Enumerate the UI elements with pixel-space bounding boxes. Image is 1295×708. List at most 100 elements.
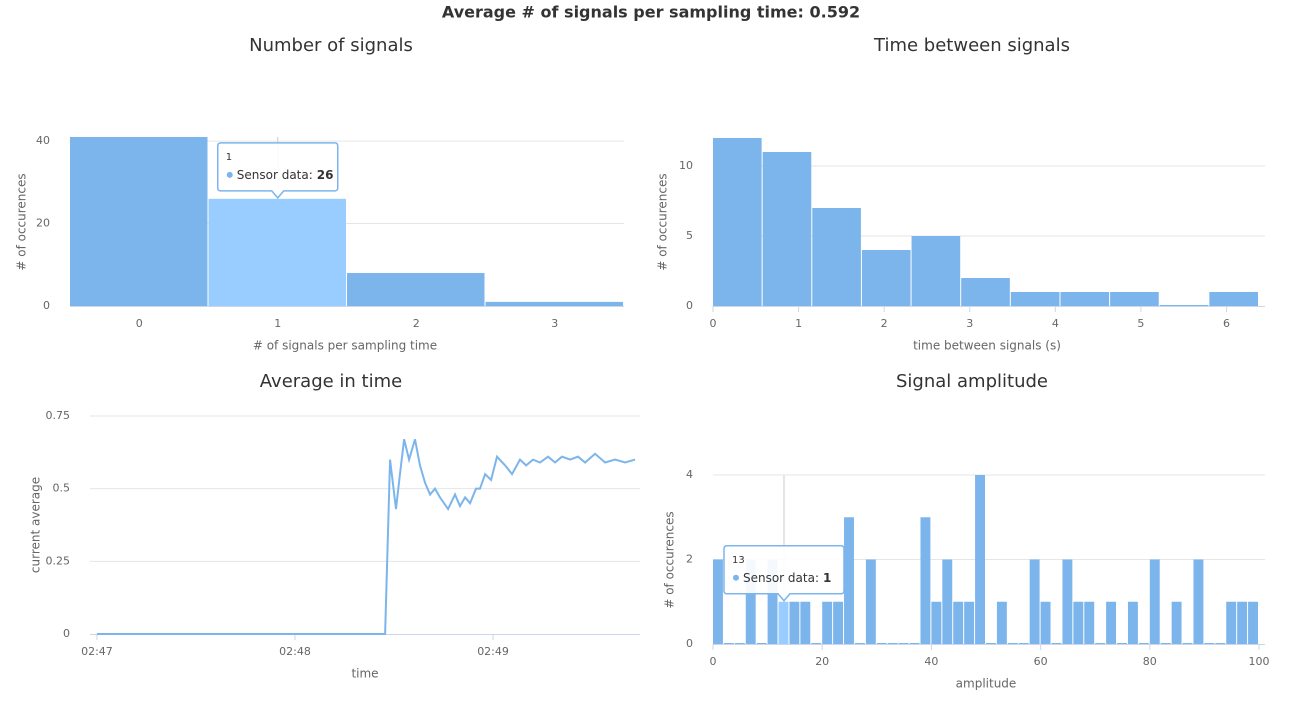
histogram-bar [909, 643, 920, 644]
x-axis-title: time between signals (s) [913, 339, 1061, 353]
histogram-bar [1193, 559, 1204, 644]
histogram-bar [1248, 601, 1258, 644]
tooltip-series: Sensor data: [237, 167, 313, 181]
histogram-bar [713, 559, 723, 644]
histogram-bar [887, 643, 898, 644]
histogram-bar [961, 278, 1010, 306]
x-tick-label: 80 [1143, 655, 1157, 668]
histogram-bar [756, 643, 767, 644]
histogram-bar [861, 250, 911, 306]
histogram-bar [723, 643, 734, 644]
histogram-bar [1007, 643, 1018, 644]
x-tick-label: 20 [815, 655, 829, 668]
x-tick-label: 02:49 [477, 645, 509, 658]
x-tick-label: 2 [881, 317, 888, 330]
y-axis-title: current average [29, 477, 43, 573]
y-tick-label: 10 [679, 159, 693, 172]
x-tick-label: 0 [136, 317, 143, 330]
tooltip: 13 Sensor data: 1 [723, 545, 845, 602]
y-axis-title: # of occurences [15, 173, 29, 270]
histogram-bar [1215, 643, 1226, 644]
y-tick-label: 0 [686, 637, 693, 650]
histogram-bar [1018, 643, 1029, 644]
line-series [96, 438, 636, 635]
x-tick-label: 6 [1223, 317, 1230, 330]
chart-title: Average in time [260, 371, 402, 392]
histogram-bar [1160, 643, 1171, 644]
histogram-bar [822, 601, 833, 644]
y-tick-label: 4 [686, 468, 693, 481]
chart-title: Number of signals [249, 35, 413, 56]
x-tick-label: 3 [966, 317, 973, 330]
x-tick-label: 100 [1249, 655, 1270, 668]
histogram-bar [1209, 292, 1259, 306]
histogram-bar [920, 517, 931, 644]
tooltip-box [217, 142, 339, 199]
page-title: Average # of signals per sampling time: … [442, 3, 860, 22]
histogram-bar [1110, 292, 1159, 306]
x-tick-label: 2 [413, 317, 420, 330]
histogram-bar [1159, 305, 1209, 306]
y-tick-label: 0.5 [53, 482, 71, 495]
histogram-bar [811, 643, 822, 644]
histogram-bar [812, 208, 861, 306]
histogram-bar [833, 601, 844, 644]
y-tick-label: 0.25 [46, 554, 71, 567]
tooltip-series: Sensor data: [743, 570, 819, 584]
y-tick-label: 0 [43, 299, 50, 312]
histogram-bar [1040, 601, 1051, 644]
histogram-bar [1138, 643, 1149, 644]
histogram-bar [1062, 559, 1073, 644]
y-axis-title: # of occurences [656, 173, 670, 270]
histogram-bar [1029, 559, 1040, 644]
x-tick-label: 5 [1137, 317, 1144, 330]
histogram-bar [942, 559, 953, 644]
chart-panel: Number of signals # of signals per sampli… [15, 35, 624, 353]
x-axis-title: # of signals per sampling time [253, 339, 437, 353]
histogram-bar [854, 643, 865, 644]
tooltip: 1 Sensor data: 26 [217, 142, 339, 199]
y-tick-label: 0.75 [46, 409, 71, 422]
histogram-bar [964, 601, 975, 644]
x-axis-title: amplitude [956, 677, 1017, 691]
tooltip-marker [226, 171, 233, 178]
tooltip-box [723, 545, 845, 602]
histogram-bar [898, 643, 909, 644]
chart-title: Time between signals [873, 35, 1070, 56]
histogram-bar [734, 643, 745, 644]
x-tick-label: 40 [924, 655, 938, 668]
x-axis-title: time [351, 667, 378, 681]
tooltip-value: 26 [317, 167, 334, 181]
tooltip-header: 13 [732, 555, 745, 566]
x-tick-label: 1 [274, 317, 281, 330]
histogram-bar [762, 152, 812, 306]
histogram-bar [800, 601, 811, 644]
histogram-bar [1182, 643, 1193, 644]
histogram-bar [1149, 559, 1160, 644]
histogram-bar [865, 559, 876, 644]
histogram-bar [1226, 601, 1237, 644]
chart-title: Signal amplitude [896, 371, 1048, 392]
y-tick-label: 5 [686, 229, 693, 242]
histogram-bar [975, 475, 985, 644]
x-tick-label: 02:48 [279, 645, 311, 658]
histogram-bar [789, 601, 800, 644]
tooltip-text: Sensor data: 1 [743, 570, 831, 584]
x-tick-label: 02:47 [81, 645, 113, 658]
histogram-bar [1060, 292, 1110, 306]
y-tick-label: 40 [36, 134, 50, 147]
chart-panel: Signal amplitude amplitude # of occurences… [663, 371, 1270, 691]
tooltip-value: 1 [823, 570, 831, 584]
tooltip-text: Sensor data: 26 [237, 167, 334, 181]
histogram-bar [876, 643, 887, 644]
histogram-bar [1171, 601, 1182, 644]
histogram-bar [1051, 643, 1062, 644]
x-tick-label: 4 [1052, 317, 1059, 330]
x-tick-label: 3 [551, 317, 558, 330]
histogram-bar [986, 643, 996, 644]
bar [70, 137, 208, 306]
histogram-bar [1010, 292, 1060, 306]
histogram-bar [713, 138, 762, 306]
x-tick-label: 60 [1034, 655, 1048, 668]
y-tick-label: 2 [686, 553, 693, 566]
